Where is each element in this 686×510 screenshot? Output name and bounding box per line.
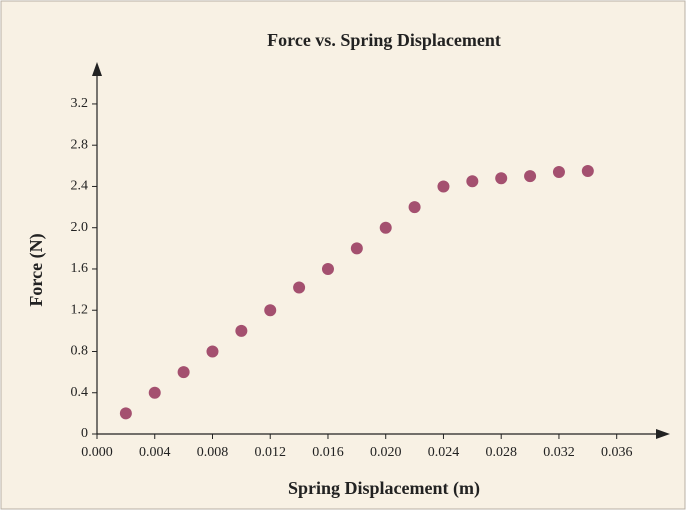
y-tick-label: 0 [81,426,88,441]
y-tick-label: 2.0 [71,220,89,235]
data-point [350,242,363,255]
y-tick-label: 0.8 [71,344,89,359]
x-tick-label: 0.020 [370,445,402,460]
data-point [206,345,219,358]
y-tick-label: 0.4 [71,385,89,400]
y-tick-label: 3.2 [71,96,89,111]
data-point [379,221,392,234]
x-tick-label: 0.004 [139,445,171,460]
x-tick-label: 0.016 [312,445,344,460]
y-tick-label: 1.2 [71,302,89,317]
data-point [524,170,537,183]
y-tick-label: 1.6 [71,261,89,276]
x-tick-label: 0.000 [81,445,113,460]
data-point [264,304,277,317]
x-tick-label: 0.036 [601,445,633,460]
data-point [552,166,565,179]
data-point [408,201,421,214]
x-arrow [656,429,670,439]
x-tick-label: 0.008 [197,445,229,460]
data-point [321,262,334,275]
y-tick-label: 2.8 [71,137,89,152]
y-tick-label: 2.4 [71,179,89,194]
data-point [235,324,248,337]
data-point [581,164,594,177]
x-tick-label: 0.032 [543,445,575,460]
x-tick-label: 0.012 [254,445,286,460]
x-tick-label: 0.028 [485,445,517,460]
data-point [177,366,190,379]
y-arrow [92,62,102,76]
chart-title: Force vs. Spring Displacement [267,30,501,50]
data-point [437,180,450,193]
data-point [148,386,161,399]
x-axis-title: Spring Displacement (m) [288,478,480,499]
data-point [119,407,132,420]
data-point [293,281,306,294]
data-point [495,172,508,185]
data-point [466,175,479,188]
x-tick-label: 0.024 [428,445,460,460]
y-axis-title: Force (N) [26,233,47,306]
